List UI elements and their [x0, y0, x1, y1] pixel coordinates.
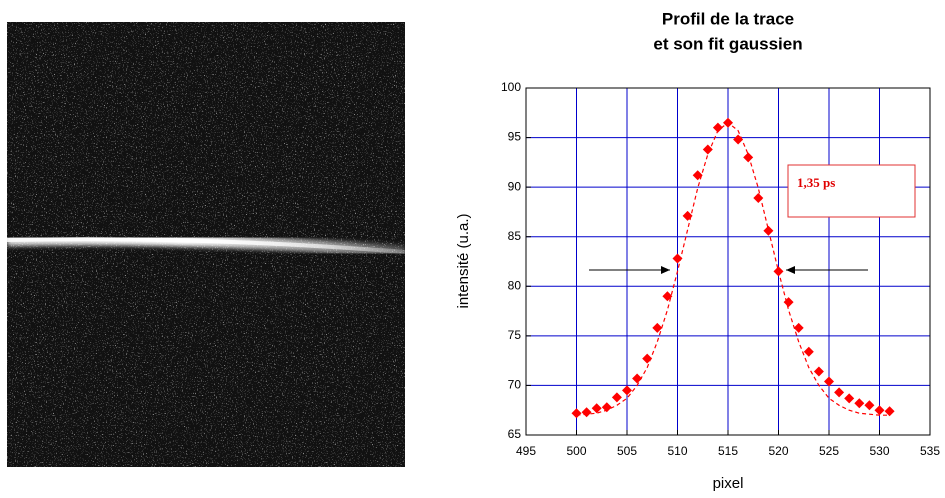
y-tick-label: 75 — [508, 328, 522, 342]
y-tick-label: 85 — [508, 229, 522, 243]
data-point — [702, 144, 713, 155]
data-point — [834, 387, 845, 398]
data-point — [672, 253, 683, 264]
data-point — [884, 406, 895, 417]
data-point — [662, 291, 673, 302]
data-point — [682, 210, 693, 221]
data-point — [611, 392, 622, 403]
x-tick-label: 495 — [516, 444, 536, 458]
data-point — [601, 402, 612, 413]
annotation-box — [787, 164, 916, 218]
y-tick-label: 95 — [508, 130, 522, 144]
x-tick-label: 520 — [768, 444, 788, 458]
y-tick-label: 90 — [508, 179, 522, 193]
data-point — [753, 193, 764, 204]
y-axis-label: intensité (u.a.) — [455, 213, 472, 308]
chart-title: et son fit gaussien — [653, 34, 802, 53]
annotation: 1,35 ps — [797, 175, 835, 190]
data-point — [793, 322, 804, 333]
chart-title: Profil de la trace — [662, 9, 794, 28]
data-point — [642, 353, 653, 364]
data-point — [723, 117, 733, 128]
data-point — [813, 366, 824, 377]
data-point — [622, 385, 632, 396]
data-point — [824, 376, 834, 387]
plot-frame — [525, 87, 931, 436]
data-point — [632, 373, 643, 384]
data-point — [733, 134, 744, 145]
streak-core — [6, 237, 406, 254]
y-tick-label: 100 — [501, 80, 521, 94]
y-tick-label: 70 — [508, 378, 522, 392]
data-point — [803, 346, 814, 357]
y-tick-label: 80 — [508, 278, 522, 292]
fit-line — [576, 121, 890, 416]
x-tick-label: 500 — [566, 444, 586, 458]
data-point — [763, 225, 774, 236]
arrow-head — [786, 266, 795, 274]
data-point — [844, 393, 855, 404]
plot: 495 500 505 510 515 520 525 530 535 65 70 75 80 85 90 9… — [501, 80, 940, 458]
x-tick-label: 525 — [819, 444, 839, 458]
data-point — [743, 152, 754, 163]
arrow-head — [661, 266, 670, 274]
x-axis-label: pixel — [713, 475, 744, 492]
data-point — [783, 297, 794, 308]
x-tick-label: 535 — [920, 444, 940, 458]
streak-image — [6, 22, 406, 467]
data-point — [773, 266, 784, 277]
x-tick-label: 510 — [667, 444, 687, 458]
data-point — [864, 400, 875, 411]
data-point — [692, 170, 703, 181]
x-tick-label: 530 — [869, 444, 889, 458]
x-tick-label: 515 — [718, 444, 738, 458]
x-tick-label: 505 — [617, 444, 637, 458]
data-point — [712, 122, 723, 133]
data-point — [571, 408, 582, 419]
data-point — [591, 403, 602, 414]
data-point — [581, 407, 592, 418]
y-tick-label: 65 — [508, 427, 522, 441]
data-point — [874, 405, 885, 416]
data-point — [854, 398, 865, 409]
data-point — [652, 322, 663, 333]
